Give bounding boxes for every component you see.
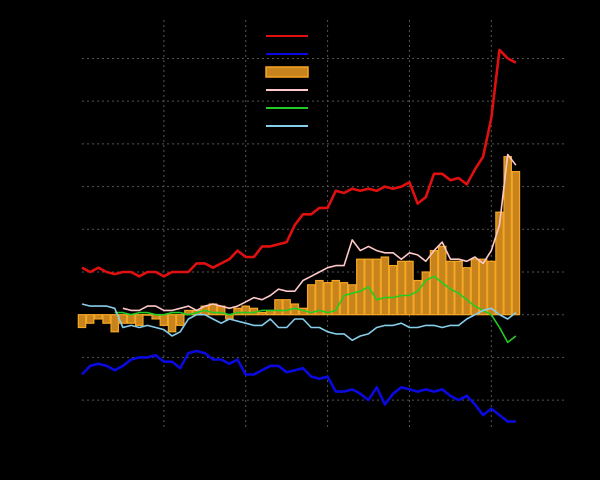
line-series: [81, 303, 517, 342]
bar: [175, 314, 185, 326]
bar: [77, 314, 87, 329]
bar: [421, 271, 431, 316]
bar: [241, 305, 251, 316]
bar: [126, 314, 136, 324]
bar: [356, 258, 365, 316]
bar: [274, 299, 283, 316]
bar: [143, 314, 152, 316]
legend-swatch: [265, 66, 309, 78]
bar: [380, 256, 390, 316]
bar: [429, 250, 439, 316]
bar: [159, 314, 169, 326]
bar: [487, 260, 496, 316]
bar: [323, 282, 332, 316]
bar: [454, 260, 463, 316]
bar: [94, 314, 103, 320]
bar: [167, 314, 177, 333]
bar: [462, 267, 472, 316]
bar: [388, 264, 398, 316]
line-series: [114, 275, 517, 344]
bar: [478, 258, 488, 316]
bar: [511, 171, 521, 316]
bar: [135, 314, 144, 326]
bar: [282, 299, 291, 316]
bar: [306, 284, 316, 316]
bar: [315, 279, 324, 316]
bar: [102, 314, 111, 324]
line-series: [81, 349, 516, 423]
bar: [339, 282, 349, 316]
bar: [233, 307, 242, 316]
bar: [372, 258, 381, 316]
bar: [110, 314, 120, 333]
bar: [347, 284, 357, 316]
line-series: [122, 153, 517, 312]
bar: [405, 260, 414, 316]
bar: [446, 260, 455, 316]
bar: [331, 279, 341, 316]
bar: [396, 260, 406, 316]
line-series: [81, 48, 517, 278]
bar: [257, 311, 267, 316]
bar: [413, 279, 422, 316]
bar: [85, 314, 95, 324]
